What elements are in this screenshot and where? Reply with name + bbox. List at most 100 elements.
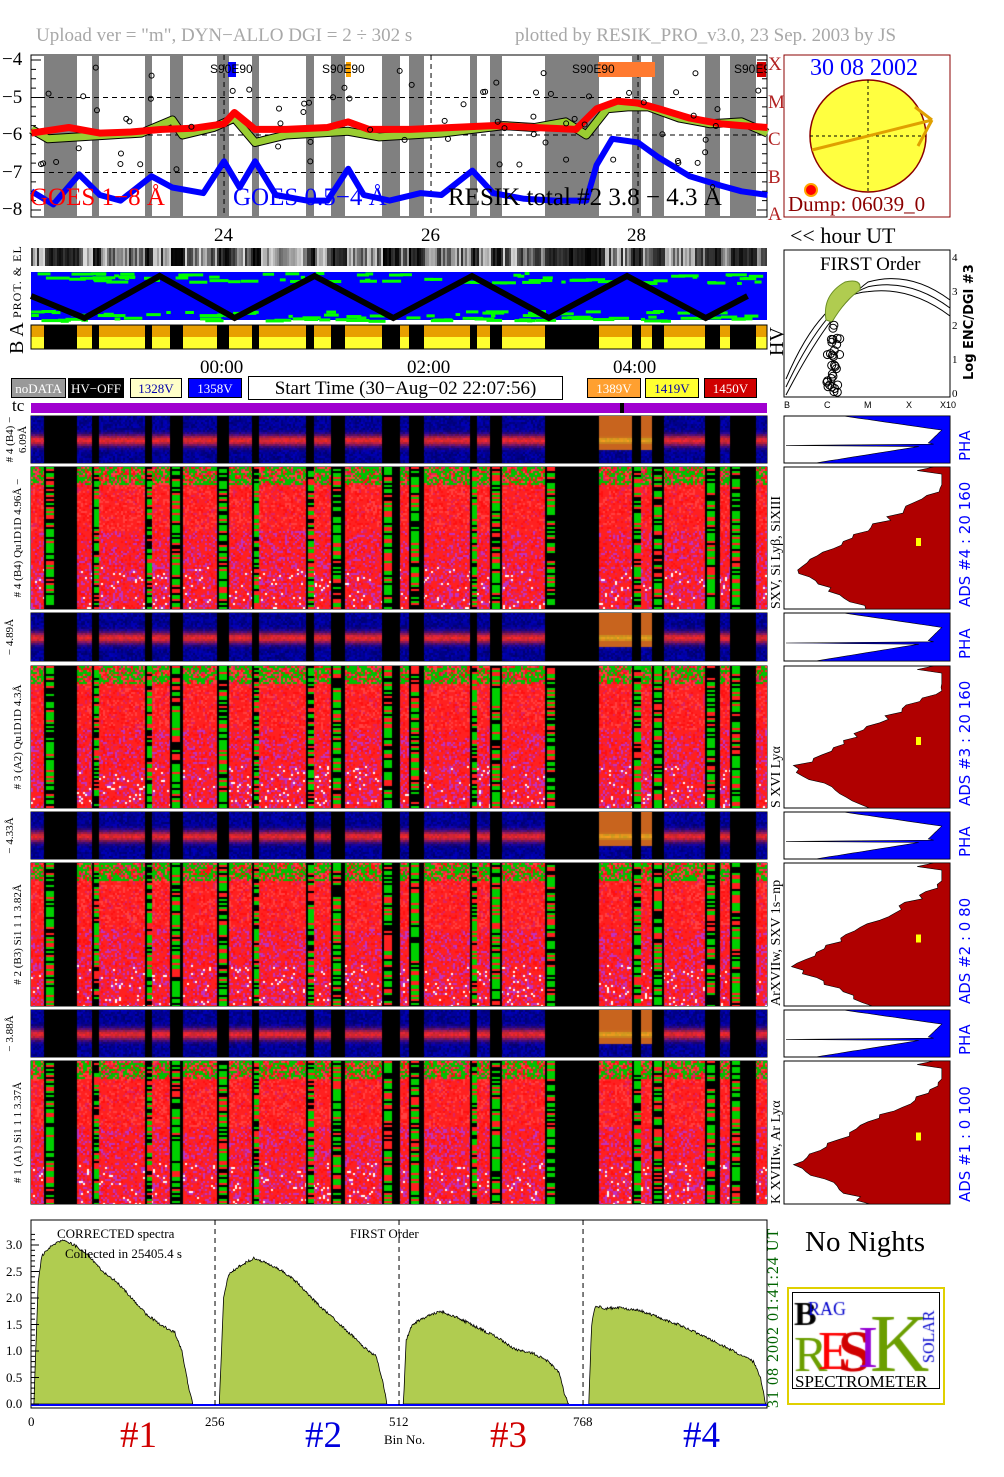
particle-strip-cell <box>113 248 115 266</box>
particle-strip-cell <box>605 248 607 266</box>
particle-strip-cell <box>571 248 573 266</box>
particle-strip-cell <box>361 248 363 266</box>
particle-strip-cell <box>509 248 511 266</box>
particle-strip-cell <box>725 248 727 266</box>
position-marker <box>598 62 655 77</box>
ba-strip-off <box>331 325 345 349</box>
particle-strip-cell <box>679 248 681 266</box>
particle-strip-cell <box>433 248 435 266</box>
particle-strip-cell <box>599 248 601 266</box>
logo-glyphs <box>792 1291 942 1375</box>
particle-strip-cell <box>167 248 169 266</box>
particle-map-green <box>465 310 479 314</box>
spec-channel-label: # 2 (B3) Si1 1 1 3.82Å <box>12 884 24 985</box>
particle-strip-cell <box>61 248 63 266</box>
particle-strip-cell <box>499 248 501 266</box>
particle-strip-cell <box>107 248 109 266</box>
spectrum-y-tick: 1.5 <box>6 1316 23 1332</box>
particle-strip-cell <box>439 248 441 266</box>
spectrum-histogram <box>792 665 951 809</box>
particle-strip-cell <box>199 248 201 266</box>
inset-y-label: Log ENC/DGI #3 <box>962 264 977 380</box>
inset-data-circle <box>829 346 839 356</box>
particle-strip-cell <box>655 248 657 266</box>
particle-strip-cell <box>457 248 459 266</box>
particle-strip-cell <box>515 248 517 266</box>
particle-map-green <box>542 276 553 280</box>
particle-strip-cell <box>293 248 295 266</box>
data-point-circle <box>307 138 314 145</box>
particle-strip-cell <box>471 248 473 266</box>
particle-strip-cell <box>583 248 585 266</box>
orbit-track <box>29 272 749 322</box>
particle-strip-cell <box>713 248 715 266</box>
hour-tick-26: 26 <box>421 225 440 246</box>
particle-strip-cell <box>173 248 175 266</box>
particle-strip-cell <box>393 248 395 266</box>
particle-strip-cell <box>427 248 429 266</box>
particle-strip-cell <box>687 248 689 266</box>
particle-strip-cell <box>201 248 203 266</box>
pha-channel-label: − 3.88Å <box>4 1015 16 1052</box>
particle-strip-cell <box>531 248 533 266</box>
particle-strip-cell <box>121 248 123 266</box>
particle-strip-cell <box>543 248 545 266</box>
particle-map-green <box>455 313 461 317</box>
particle-map-green <box>593 318 615 322</box>
data-point-circle <box>346 95 353 102</box>
particle-strip-cell <box>163 248 165 266</box>
particle-map-green <box>585 278 606 282</box>
pha-label: PHA <box>956 430 974 461</box>
particle-strip-cell <box>669 248 671 266</box>
pha-histogram <box>785 415 951 464</box>
upload-info: Upload ver = "m", DYN−ALLO DGI = 2 ÷ 302… <box>36 25 413 46</box>
time-tick-0400: 04:00 <box>613 357 657 378</box>
particle-strip-cell <box>397 248 399 266</box>
particle-strip-cell <box>273 248 275 266</box>
data-point-circle <box>300 109 307 116</box>
particle-map-green <box>474 317 495 321</box>
particle-strip-cell <box>717 248 719 266</box>
spectrum-y-tick: 3.0 <box>6 1237 23 1252</box>
particle-strip-cell <box>347 248 349 266</box>
spectrum-y-tick: 0.0 <box>6 1396 23 1411</box>
spectrum-x-tick: 512 <box>389 1414 409 1429</box>
pha-spectrogram <box>31 1010 767 1057</box>
night-band <box>217 56 229 216</box>
legend-goes-short: GOES 0.5−4 Å <box>233 184 387 211</box>
particle-strip-cell <box>759 248 761 266</box>
particle-strip-cell <box>485 248 487 266</box>
particle-map-green <box>90 272 107 276</box>
ba-strip-off <box>252 325 259 349</box>
particle-strip-cell <box>63 248 65 266</box>
particle-map-green <box>185 310 194 314</box>
legend-1450v: 1450V <box>704 378 757 398</box>
particle-strip-cell <box>473 248 475 266</box>
particle-map-green <box>304 318 319 322</box>
particle-strip-cell <box>203 248 205 266</box>
wavelength-spectrogram <box>31 467 767 609</box>
particle-map-green <box>500 281 508 285</box>
particle-map-green <box>462 316 484 320</box>
particle-strip-cell <box>593 248 595 266</box>
data-point-circle <box>501 125 508 132</box>
particle-strip-cell <box>137 248 139 266</box>
particle-map-green <box>514 319 536 323</box>
inset-frame <box>783 249 951 398</box>
particle-strip-cell <box>219 248 221 266</box>
particle-strip-cell <box>537 248 539 266</box>
particle-strip-cell <box>559 248 561 266</box>
pha-spectrogram <box>31 812 767 859</box>
data-point-circle <box>496 161 503 168</box>
data-point-circle <box>246 86 253 93</box>
particle-strip-cell <box>765 248 767 266</box>
particle-strip-cell <box>291 248 293 266</box>
particle-map-green <box>671 274 686 278</box>
particle-strip-cell <box>55 248 57 266</box>
particle-strip-cell <box>423 248 425 266</box>
particle-strip-cell <box>587 248 589 266</box>
ba-strip-off <box>470 325 477 349</box>
particle-strip-cell <box>349 248 351 266</box>
data-point-circle <box>482 88 489 95</box>
position-marker-labels: S90E90 S90E90 S90E90 S90E90 <box>31 55 767 95</box>
